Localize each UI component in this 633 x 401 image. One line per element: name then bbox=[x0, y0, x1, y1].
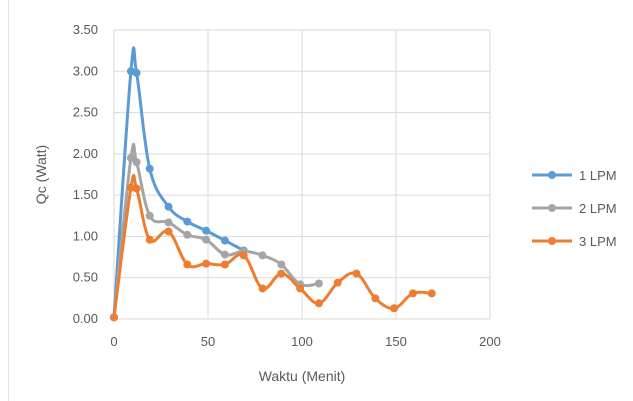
legend-swatch-marker bbox=[548, 204, 556, 212]
data-point bbox=[314, 299, 323, 308]
data-point bbox=[132, 158, 141, 167]
y-tick-label: 1.50 bbox=[73, 187, 98, 202]
data-point bbox=[202, 235, 211, 244]
data-point bbox=[164, 227, 173, 236]
data-point bbox=[145, 164, 154, 173]
series-2-lpm bbox=[110, 142, 323, 322]
legend: 1 LPM 2 LPM 3 LPM bbox=[532, 168, 617, 249]
data-point bbox=[258, 251, 267, 260]
series-lines bbox=[110, 46, 436, 322]
data-point bbox=[183, 230, 192, 239]
y-tick-label: 3.00 bbox=[73, 63, 98, 78]
y-tick-label: 3.50 bbox=[73, 22, 98, 37]
gridlines bbox=[113, 29, 491, 320]
legend-label: 3 LPM bbox=[579, 234, 617, 249]
data-point bbox=[183, 217, 192, 226]
data-point bbox=[126, 153, 135, 162]
series-line bbox=[112, 46, 246, 319]
data-point bbox=[132, 68, 141, 77]
series-3-lpm bbox=[110, 173, 436, 322]
x-tick-label: 100 bbox=[291, 334, 313, 349]
legend-label: 2 LPM bbox=[579, 201, 617, 216]
x-tick-label: 200 bbox=[479, 334, 501, 349]
legend-entry-1-lpm: 1 LPM bbox=[532, 168, 617, 183]
data-point bbox=[164, 218, 173, 227]
y-tick-label: 0.50 bbox=[73, 270, 98, 285]
legend-entry-2-lpm: 2 LPM bbox=[532, 201, 617, 216]
y-tick-label: 1.00 bbox=[73, 228, 98, 243]
x-tick-label: 0 bbox=[110, 334, 117, 349]
data-point bbox=[202, 259, 211, 268]
data-point bbox=[333, 278, 342, 287]
tick-labels: 0.00 0.50 1.00 1.50 2.00 2.50 3.00 3.50 0 50 100 15… bbox=[73, 22, 501, 349]
data-point bbox=[110, 313, 118, 322]
data-point bbox=[314, 279, 323, 288]
legend-swatch-marker bbox=[548, 237, 556, 245]
chart-border bbox=[8, 0, 633, 401]
data-point bbox=[352, 269, 361, 278]
data-point bbox=[220, 250, 229, 259]
x-axis-label: Waktu (Menit) bbox=[259, 368, 346, 384]
legend-entry-3-lpm: 3 LPM bbox=[532, 234, 617, 249]
legend-swatch-marker bbox=[548, 171, 556, 179]
y-tick-label: 2.50 bbox=[73, 105, 98, 120]
data-point bbox=[145, 211, 154, 220]
data-point bbox=[390, 304, 399, 313]
data-point bbox=[277, 260, 286, 269]
data-point bbox=[164, 202, 173, 211]
data-point bbox=[296, 284, 305, 293]
legend-label: 1 LPM bbox=[579, 168, 617, 183]
data-point bbox=[427, 289, 436, 298]
data-point bbox=[258, 284, 267, 293]
data-point bbox=[145, 235, 154, 244]
x-tick-label: 150 bbox=[385, 334, 407, 349]
data-point bbox=[408, 289, 417, 298]
y-tick-label: 0.00 bbox=[73, 311, 98, 326]
data-point bbox=[277, 269, 286, 278]
x-tick-label: 50 bbox=[201, 334, 215, 349]
data-point bbox=[371, 294, 380, 303]
data-point bbox=[183, 260, 192, 269]
data-point bbox=[239, 251, 248, 260]
data-point bbox=[202, 226, 211, 235]
data-point bbox=[132, 184, 141, 193]
data-point bbox=[220, 260, 229, 269]
y-axis-label: Qc (Watt) bbox=[33, 145, 49, 204]
y-tick-label: 2.00 bbox=[73, 146, 98, 161]
data-point bbox=[220, 236, 229, 245]
